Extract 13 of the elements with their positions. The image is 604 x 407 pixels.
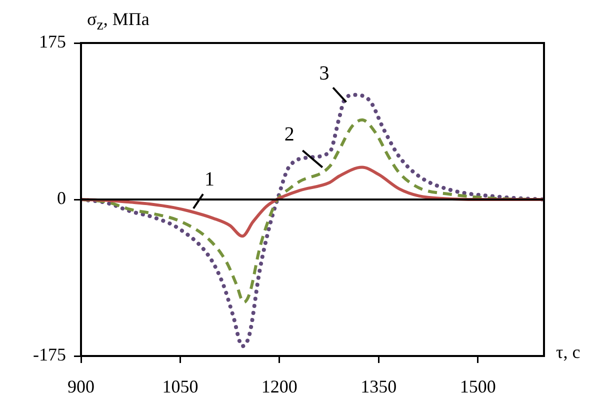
annotation: 1 — [204, 168, 214, 191]
y-tick-label: 175 — [39, 32, 66, 52]
x-tick-label: 900 — [68, 376, 94, 397]
x-tick-label: 1200 — [261, 376, 298, 397]
x-tick-label: 1350 — [360, 376, 397, 397]
y-tick-label: -175 — [33, 344, 66, 365]
x-tick-label: 1050 — [162, 376, 198, 397]
y-tick-label: 0 — [57, 188, 66, 208]
x-axis-title: τ, с — [556, 342, 580, 363]
y-axis-title: σ$_{z}$, МПа — [87, 9, 150, 35]
x-tick-label: 1500 — [460, 376, 496, 397]
annotation: 3 — [319, 62, 330, 84]
annotation: 2 — [284, 124, 294, 146]
